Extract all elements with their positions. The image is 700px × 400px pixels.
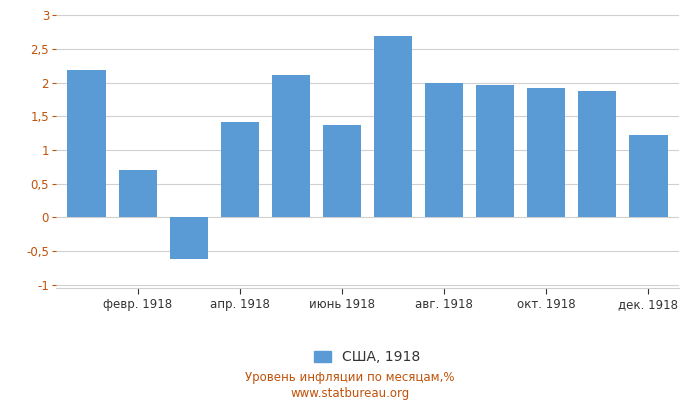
Bar	[476, 85, 514, 217]
Bar	[578, 91, 617, 217]
Bar	[220, 122, 259, 217]
Bar	[169, 217, 208, 259]
Bar	[323, 125, 361, 217]
Text: Уровень инфляции по месяцам,%: Уровень инфляции по месяцам,%	[245, 372, 455, 384]
Bar	[425, 83, 463, 217]
Bar	[629, 134, 668, 217]
Bar	[272, 75, 310, 217]
Bar	[118, 170, 157, 217]
Bar	[527, 88, 566, 217]
Text: www.statbureau.org: www.statbureau.org	[290, 388, 410, 400]
Legend: США, 1918: США, 1918	[309, 345, 426, 370]
Bar	[374, 36, 412, 217]
Bar	[67, 70, 106, 217]
